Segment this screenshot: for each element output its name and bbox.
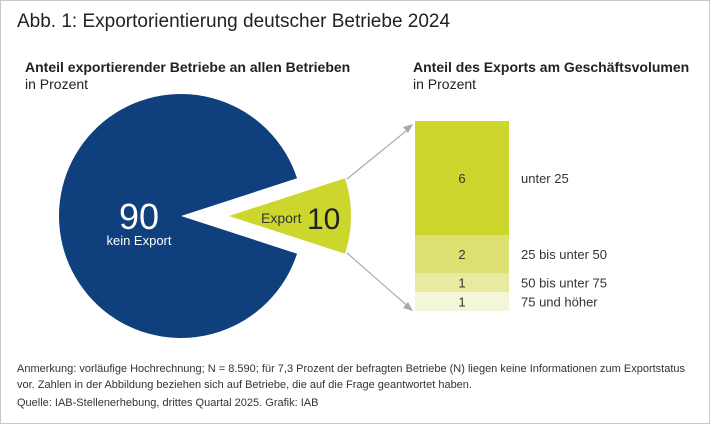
pie-slice-export [229, 178, 351, 254]
bar-value-label: 2 [458, 247, 465, 262]
bar-category-label: 50 bis unter 75 [521, 276, 607, 291]
figure-title: Abb. 1: Exportorientierung deutscher Bet… [17, 11, 451, 32]
pie-subtitle: in Prozent [25, 76, 89, 92]
bar-subtitle: in Prozent [413, 76, 477, 92]
notes: Anmerkung: vorläufige Hochrechnung; N = … [17, 361, 697, 411]
bar-category-label: 75 und höher [521, 295, 598, 310]
bar-segment [415, 292, 509, 311]
source-text: Quelle: IAB-Stellenerhebung, drittes Qua… [17, 397, 319, 409]
bar-segment [415, 273, 509, 292]
arrow-top-icon [403, 124, 413, 133]
bar-title: Anteil des Exports am Geschäftsvolumen [413, 59, 690, 75]
bar-value-label: 6 [458, 171, 465, 186]
pie-label-export: Export [261, 210, 302, 226]
bar-category-label: unter 25 [521, 171, 569, 186]
pie-slice-no-export [58, 93, 298, 338]
bar-segment [415, 235, 509, 273]
bar-value-label: 1 [458, 295, 465, 310]
pie-label-no-export: kein Export [106, 233, 171, 248]
pie-title: Anteil exportierender Betriebe an allen … [25, 59, 351, 75]
bar-category-label: 25 bis unter 50 [521, 247, 607, 262]
bar-value-label: 1 [458, 276, 465, 291]
pie-value-export: 10 [307, 203, 340, 236]
connector-bottom [346, 252, 412, 310]
remark-text: Anmerkung: vorläufige Hochrechnung; N = … [17, 363, 686, 391]
bar-segment [415, 121, 509, 235]
connector-top [346, 126, 412, 180]
pie-value-no-export: 90 [119, 196, 159, 237]
arrow-bottom-icon [403, 302, 413, 311]
